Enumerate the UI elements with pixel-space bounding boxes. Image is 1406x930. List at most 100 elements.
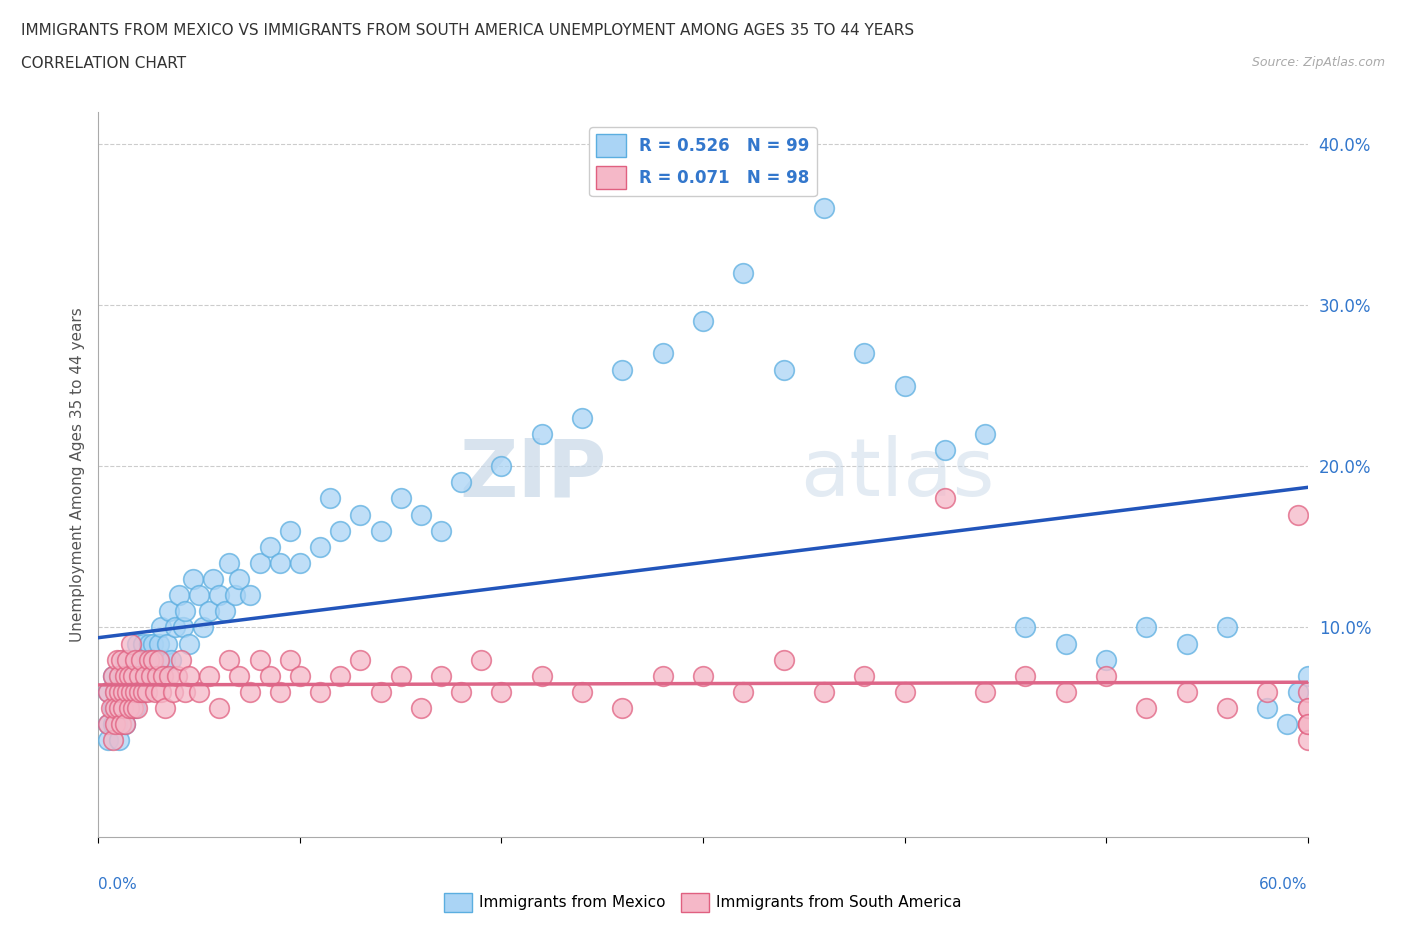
Point bbox=[149, 620, 172, 635]
Point bbox=[115, 652, 138, 667]
Point bbox=[470, 652, 492, 667]
Point bbox=[288, 669, 311, 684]
Point bbox=[1296, 669, 1319, 684]
Point bbox=[138, 652, 160, 667]
Point bbox=[166, 669, 188, 684]
Point bbox=[172, 620, 194, 635]
Point bbox=[1054, 636, 1077, 651]
Point bbox=[974, 427, 997, 442]
Text: 60.0%: 60.0% bbox=[1260, 877, 1308, 892]
Point bbox=[1296, 700, 1319, 715]
Point bbox=[101, 733, 124, 748]
Point bbox=[111, 684, 134, 699]
Point bbox=[160, 652, 183, 667]
Point bbox=[198, 604, 221, 618]
Point bbox=[733, 684, 755, 699]
Point bbox=[1054, 684, 1077, 699]
Point bbox=[1296, 717, 1319, 732]
Point bbox=[121, 669, 143, 684]
Point bbox=[124, 700, 146, 715]
Point bbox=[97, 684, 120, 699]
Point bbox=[349, 652, 371, 667]
Point bbox=[430, 669, 453, 684]
Point bbox=[107, 669, 129, 684]
Text: IMMIGRANTS FROM MEXICO VS IMMIGRANTS FROM SOUTH AMERICA UNEMPLOYMENT AMONG AGES : IMMIGRANTS FROM MEXICO VS IMMIGRANTS FRO… bbox=[21, 23, 914, 38]
Point bbox=[1277, 717, 1299, 732]
Point bbox=[152, 669, 174, 684]
Point bbox=[118, 669, 141, 684]
Point bbox=[853, 346, 876, 361]
Point bbox=[118, 669, 141, 684]
Point bbox=[202, 572, 225, 587]
Point bbox=[389, 669, 412, 684]
Point bbox=[153, 700, 176, 715]
Point bbox=[114, 652, 136, 667]
Point bbox=[1095, 652, 1118, 667]
Point bbox=[135, 684, 157, 699]
Point bbox=[1296, 700, 1319, 715]
Point bbox=[651, 346, 673, 361]
Point bbox=[120, 684, 142, 699]
Point bbox=[118, 700, 141, 715]
Point bbox=[110, 652, 132, 667]
Point bbox=[893, 379, 915, 393]
Text: 0.0%: 0.0% bbox=[98, 877, 138, 892]
Point bbox=[208, 700, 231, 715]
Point bbox=[249, 555, 271, 570]
Point bbox=[118, 684, 141, 699]
Point bbox=[239, 684, 262, 699]
Point bbox=[370, 684, 392, 699]
Point bbox=[1296, 717, 1319, 732]
Point bbox=[115, 684, 138, 699]
Point bbox=[1296, 717, 1319, 732]
Point bbox=[120, 700, 142, 715]
Point bbox=[174, 684, 197, 699]
Point bbox=[278, 524, 301, 538]
Point bbox=[329, 669, 352, 684]
Point bbox=[1286, 507, 1309, 522]
Point bbox=[157, 669, 180, 684]
Point bbox=[134, 669, 156, 684]
Point bbox=[97, 717, 120, 732]
Point bbox=[124, 652, 146, 667]
Point bbox=[114, 684, 136, 699]
Point bbox=[269, 555, 291, 570]
Point bbox=[1175, 636, 1198, 651]
Point bbox=[450, 684, 472, 699]
Point bbox=[893, 684, 915, 699]
Point bbox=[120, 652, 142, 667]
Point bbox=[813, 684, 835, 699]
Text: Source: ZipAtlas.com: Source: ZipAtlas.com bbox=[1251, 56, 1385, 69]
Point bbox=[934, 443, 956, 458]
Point bbox=[1216, 700, 1239, 715]
Legend: Immigrants from Mexico, Immigrants from South America: Immigrants from Mexico, Immigrants from … bbox=[439, 887, 967, 918]
Point bbox=[111, 669, 134, 684]
Point bbox=[181, 572, 204, 587]
Point bbox=[97, 717, 120, 732]
Point bbox=[167, 588, 190, 603]
Point bbox=[430, 524, 453, 538]
Point bbox=[278, 652, 301, 667]
Point bbox=[103, 700, 125, 715]
Point bbox=[118, 700, 141, 715]
Point bbox=[121, 700, 143, 715]
Point bbox=[733, 265, 755, 280]
Point bbox=[249, 652, 271, 667]
Point bbox=[162, 684, 184, 699]
Point bbox=[170, 652, 193, 667]
Point bbox=[128, 684, 150, 699]
Point bbox=[1135, 700, 1157, 715]
Point bbox=[114, 717, 136, 732]
Point bbox=[329, 524, 352, 538]
Point bbox=[110, 717, 132, 732]
Point bbox=[218, 652, 240, 667]
Point bbox=[179, 636, 201, 651]
Point bbox=[132, 684, 155, 699]
Point bbox=[370, 524, 392, 538]
Point bbox=[105, 717, 128, 732]
Point bbox=[125, 700, 148, 715]
Point bbox=[228, 669, 250, 684]
Point bbox=[1256, 684, 1278, 699]
Point bbox=[153, 652, 176, 667]
Point bbox=[156, 636, 179, 651]
